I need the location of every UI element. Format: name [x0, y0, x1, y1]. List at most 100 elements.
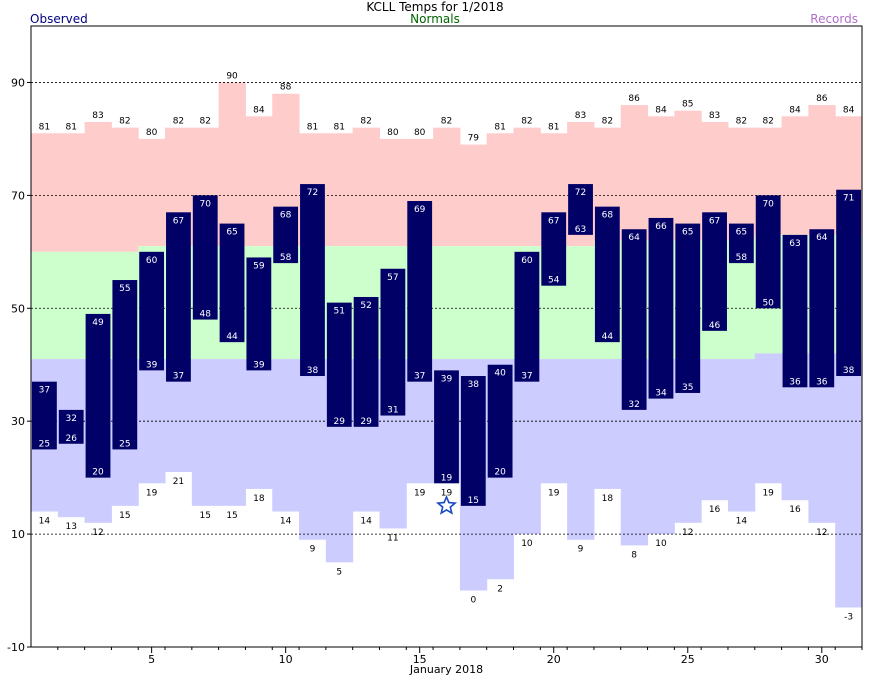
record-low-label: 19	[548, 488, 560, 498]
observed-bar	[85, 313, 111, 478]
record-low-label: 12	[92, 528, 103, 538]
observed-high-label: 51	[334, 307, 345, 317]
record-low-label: 14	[39, 517, 51, 527]
record-low-label: 11	[387, 533, 398, 543]
record-low-label: 12	[682, 528, 693, 538]
observed-low-label: 32	[628, 400, 639, 410]
record-high-label: 81	[39, 122, 50, 132]
observed-low-label: 20	[92, 468, 104, 478]
y-tick-label: -10	[7, 641, 25, 654]
x-axis-label: January 2018	[409, 663, 483, 676]
observed-bar	[407, 201, 433, 382]
record-high-band	[674, 110, 702, 241]
record-high-band	[84, 121, 112, 252]
observed-low-label: 37	[521, 372, 532, 382]
record-high-label: 84	[253, 105, 265, 115]
observed-high-label: 40	[494, 369, 506, 379]
x-tick-label: 30	[815, 653, 829, 666]
observed-low-label: 31	[387, 406, 398, 416]
observed-low-label: 44	[602, 332, 614, 342]
observed-low-label: 15	[468, 496, 479, 506]
observed-high-label: 60	[521, 256, 533, 266]
observed-low-label: 54	[548, 276, 560, 286]
observed-low-label: 26	[65, 434, 77, 444]
record-high-band	[379, 138, 407, 247]
observed-bar	[246, 257, 272, 371]
y-tick-label: 90	[11, 76, 25, 89]
x-tick-label: 5	[148, 653, 155, 666]
observed-low-label: 29	[334, 417, 346, 427]
record-low-label: 18	[253, 494, 265, 504]
observed-low-label: 58	[736, 253, 748, 263]
record-high-label: 80	[387, 128, 399, 138]
x-tick-label: 20	[547, 653, 561, 666]
record-high-band	[620, 105, 649, 241]
record-low-band	[701, 359, 729, 501]
observed-low-label: 25	[119, 439, 130, 449]
record-high-band	[352, 127, 380, 247]
observed-bar	[326, 302, 352, 427]
observed-bar	[809, 229, 835, 388]
observed-bar	[434, 370, 459, 484]
record-high-label: 83	[575, 111, 586, 121]
observed-low-label: 50	[762, 298, 774, 308]
record-high-label: 82	[762, 117, 773, 127]
record-high-label: 86	[816, 94, 828, 104]
record-low-band	[218, 359, 246, 506]
normal-band	[486, 246, 515, 360]
record-high-label: 82	[360, 117, 371, 127]
record-high-label: 86	[628, 94, 640, 104]
record-low-label: 15	[200, 511, 211, 521]
legend-records: Records	[810, 12, 858, 26]
observed-high-label: 65	[682, 228, 693, 238]
legend-normals: Normals	[410, 12, 460, 26]
record-high-label: 84	[655, 105, 667, 115]
observed-high-label: 64	[816, 233, 828, 243]
observed-bar	[273, 206, 299, 264]
record-high-label: 82	[736, 117, 747, 127]
record-high-label: 79	[468, 134, 480, 144]
record-high-label: 84	[789, 105, 801, 115]
observed-low-label: 29	[360, 417, 372, 427]
observed-high-label: 72	[307, 188, 318, 198]
observed-low-label: 36	[789, 377, 801, 387]
observed-bar	[728, 223, 754, 264]
observed-bar	[782, 234, 808, 388]
observed-bar	[621, 229, 647, 410]
observed-high-label: 64	[628, 233, 640, 243]
observed-high-label: 55	[119, 284, 130, 294]
record-low-label: 9	[578, 545, 584, 555]
observed-high-label: 32	[65, 414, 76, 424]
record-low-label: 19	[414, 488, 426, 498]
record-low-label: 0	[470, 596, 476, 606]
record-high-label: 88	[280, 83, 292, 93]
record-low-band	[191, 359, 220, 506]
record-low-label: 14	[280, 517, 292, 527]
normal-band	[272, 246, 300, 360]
record-low-label: 8	[631, 550, 637, 560]
observed-low-label: 37	[173, 372, 184, 382]
observed-bar	[139, 251, 165, 371]
record-high-label: 85	[682, 100, 693, 110]
observed-high-label: 67	[173, 216, 184, 226]
record-low-band	[567, 359, 595, 540]
chart-title: KCLL Temps for 1/2018	[366, 0, 504, 14]
observed-high-label: 68	[602, 211, 614, 221]
observed-high-label: 57	[387, 273, 398, 283]
record-high-label: 82	[441, 117, 452, 127]
record-low-label: -3	[844, 612, 853, 622]
record-low-label: 16	[789, 505, 801, 515]
observed-high-label: 39	[441, 374, 453, 384]
observed-low-label: 44	[226, 332, 238, 342]
observed-bar	[568, 184, 593, 235]
record-high-band	[808, 105, 836, 235]
observed-bar	[58, 409, 84, 444]
normal-band	[57, 251, 86, 360]
observed-high-label: 37	[39, 386, 50, 396]
record-high-label: 82	[602, 117, 613, 127]
observed-low-label: 19	[441, 473, 453, 483]
observed-bar	[594, 206, 620, 343]
observed-high-label: 69	[414, 205, 426, 215]
